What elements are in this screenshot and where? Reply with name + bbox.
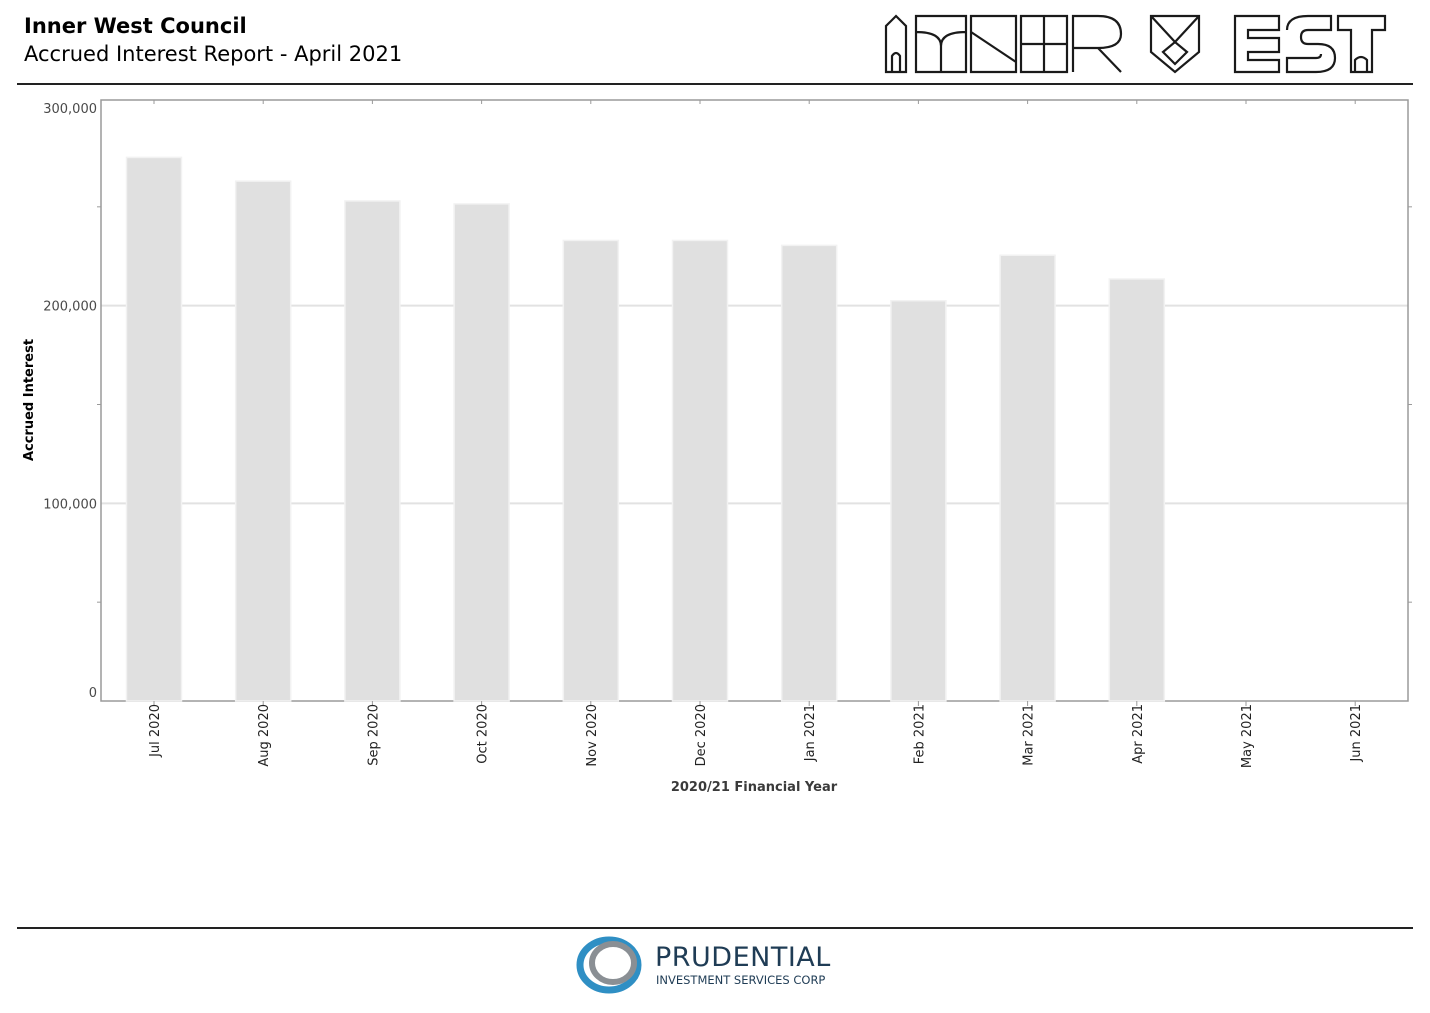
- bar-jan-2021: [780, 244, 838, 702]
- header-divider: [17, 83, 1413, 85]
- x-tick-label: Nov 2020: [585, 704, 600, 767]
- y-tick-label: 200,000: [43, 300, 97, 315]
- x-tick-label: Aug 2020: [257, 704, 272, 767]
- y-axis-title: Accrued Interest: [22, 339, 37, 461]
- bar-series: [125, 156, 1166, 702]
- bar-feb-2021: [890, 299, 947, 702]
- x-tick-label: Dec 2020: [694, 704, 709, 766]
- report-subtitle: Accrued Interest Report - April 2021: [24, 42, 403, 66]
- bar-aug-2020: [234, 180, 292, 702]
- y-tick-label: 0: [89, 686, 97, 701]
- x-tick-label: Jun 2021: [1349, 704, 1364, 763]
- x-axis-title: 2020/21 Financial Year: [671, 780, 838, 795]
- bar-oct-2020: [453, 203, 510, 702]
- inner-west-logo: [884, 14, 1387, 74]
- bar-apr-2021: [1108, 278, 1166, 702]
- bar-mar-2021: [999, 254, 1056, 702]
- y-tick-label: 100,000: [43, 497, 97, 512]
- bar-sep-2020: [344, 200, 401, 702]
- prudential-ring-icon: [576, 936, 642, 994]
- bar-jul-2020: [125, 156, 183, 702]
- prudential-brand-name: PRUDENTIAL: [655, 942, 831, 973]
- prudential-logo: PRUDENTIAL INVESTMENT SERVICES CORP: [576, 936, 846, 996]
- bar-nov-2020: [562, 239, 620, 702]
- x-tick-label: May 2021: [1240, 704, 1255, 768]
- x-axis-ticks: Jul 2020 Aug 2020 Sep 2020 Oct 2020 Nov 2020…: [148, 100, 1364, 768]
- y-tick-label: 300,000: [43, 102, 97, 117]
- x-tick-label: Feb 2021: [912, 704, 927, 764]
- x-tick-label: Oct 2020: [476, 704, 491, 764]
- x-tick-label: Jul 2020: [148, 704, 163, 758]
- plot-area-frame: [100, 99, 1409, 702]
- chart-grid: [101, 304, 1408, 505]
- x-tick-label: Jan 2021: [803, 704, 818, 762]
- footer-divider: [17, 927, 1413, 929]
- prudential-tagline: INVESTMENT SERVICES CORP: [656, 973, 826, 987]
- y-axis-ticks: 0 100,000 200,000 300,000: [43, 102, 1412, 701]
- x-tick-label: Mar 2021: [1022, 704, 1037, 766]
- report-organisation-title: Inner West Council: [24, 14, 247, 38]
- x-tick-label: Apr 2021: [1131, 704, 1146, 764]
- bar-dec-2020: [671, 239, 729, 702]
- x-tick-label: Sep 2020: [366, 704, 381, 766]
